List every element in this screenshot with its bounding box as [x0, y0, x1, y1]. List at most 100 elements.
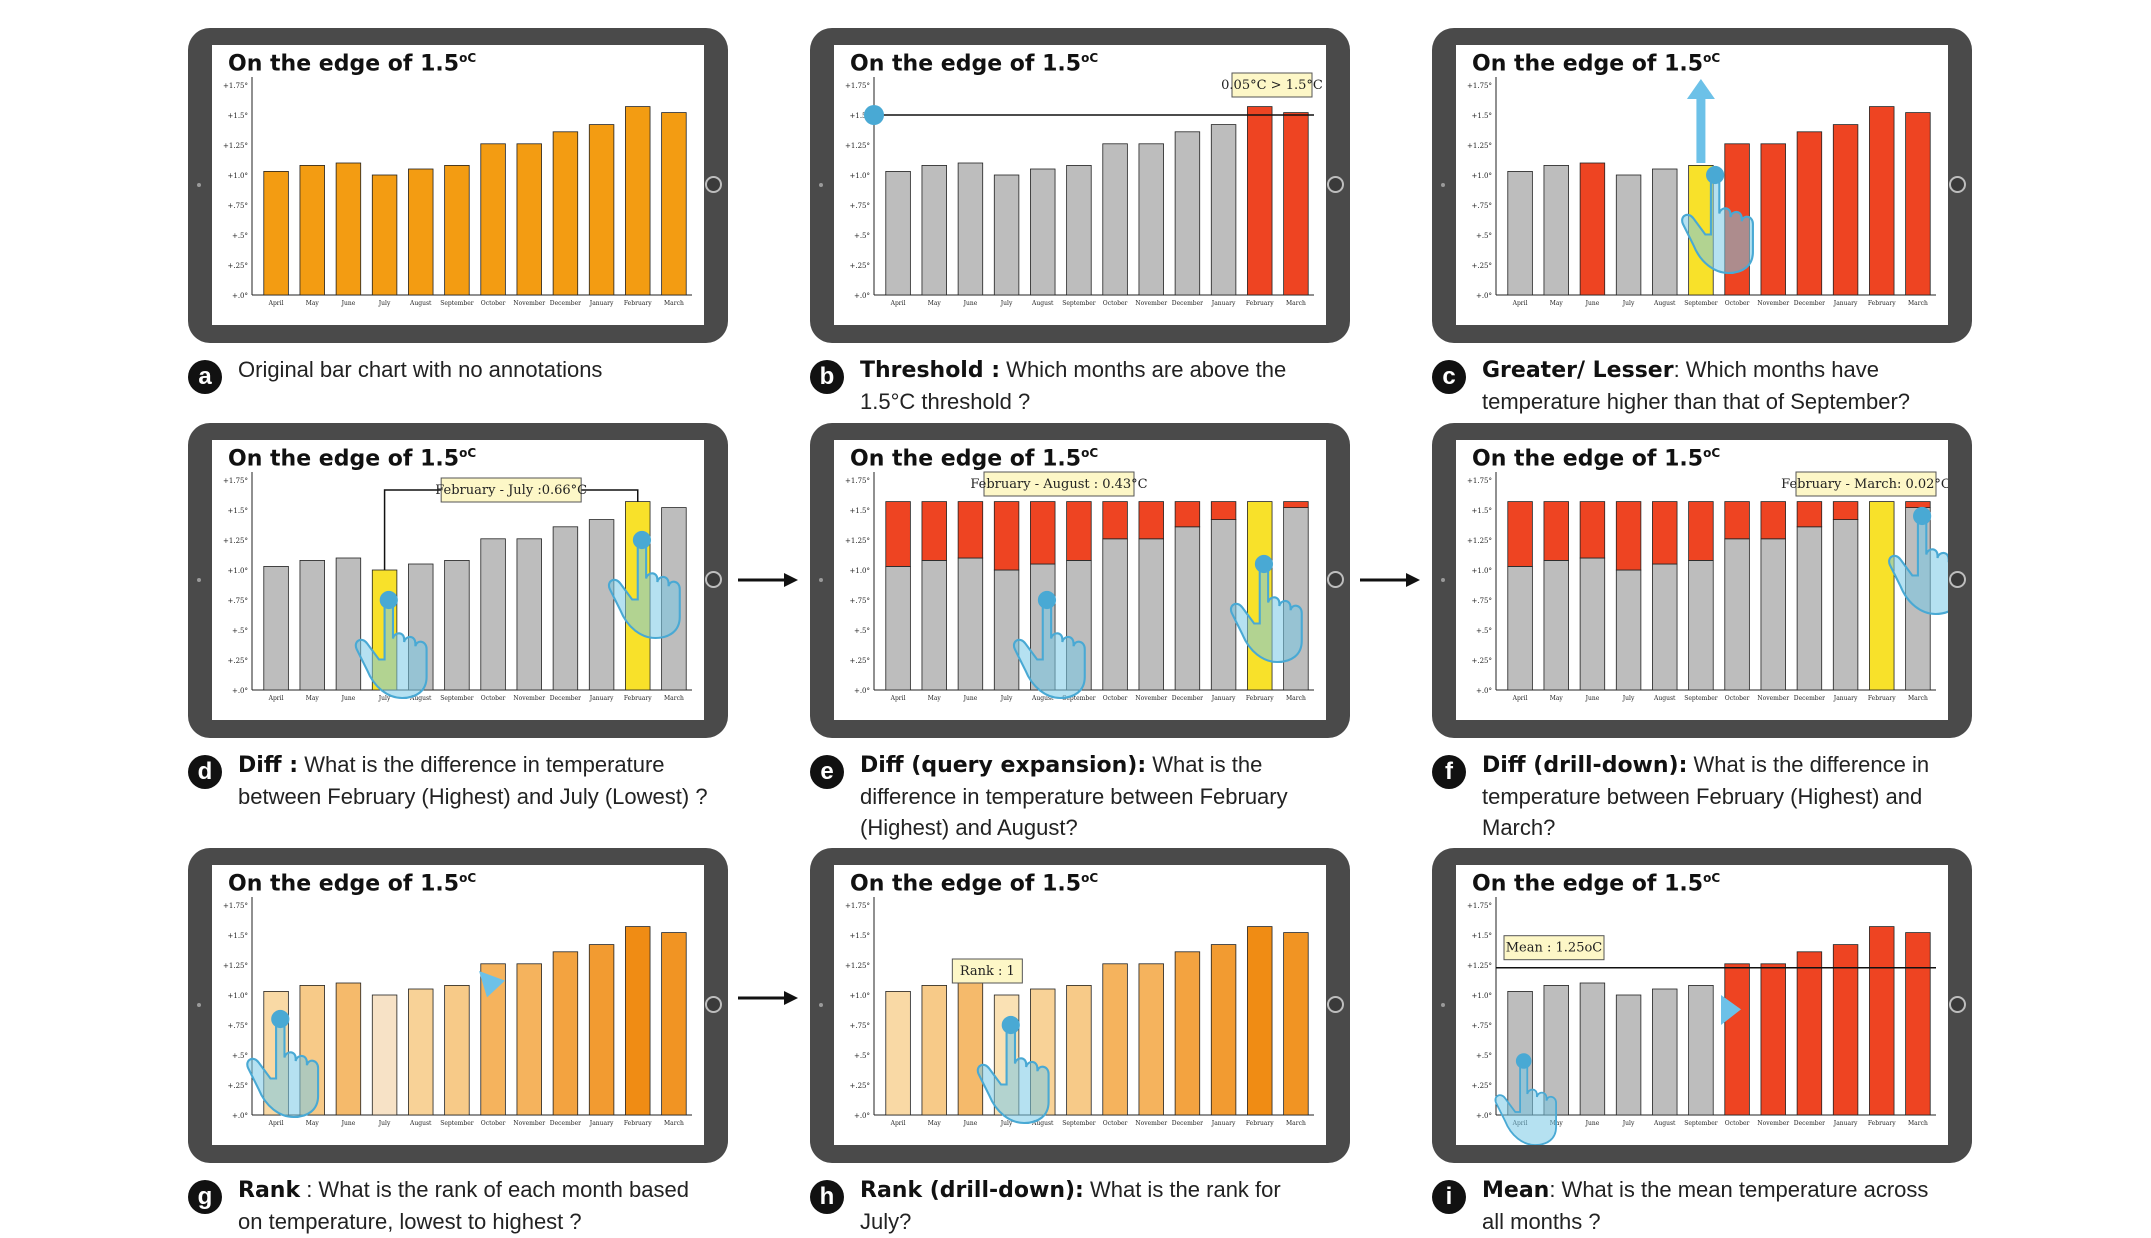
bar[interactable] — [661, 932, 687, 1116]
bar[interactable] — [588, 124, 615, 296]
bar[interactable] — [335, 982, 362, 1116]
bar[interactable] — [480, 143, 506, 296]
bar[interactable] — [371, 994, 398, 1116]
bar[interactable] — [993, 174, 1020, 296]
bar[interactable] — [371, 174, 398, 296]
bar[interactable] — [1832, 944, 1859, 1116]
bar[interactable] — [1760, 538, 1786, 691]
bar[interactable] — [1507, 566, 1533, 691]
bar[interactable] — [1066, 165, 1092, 296]
bar[interactable] — [1066, 985, 1092, 1116]
bar[interactable] — [1905, 932, 1931, 1116]
bar[interactable] — [1652, 988, 1678, 1116]
bar[interactable] — [263, 566, 289, 691]
home-button[interactable] — [1327, 996, 1344, 1013]
bar[interactable] — [921, 165, 947, 296]
bar[interactable] — [1832, 519, 1859, 691]
bar[interactable] — [1652, 563, 1678, 691]
bar[interactable] — [625, 926, 651, 1116]
bar[interactable] — [588, 944, 615, 1116]
bar[interactable] — [1174, 951, 1201, 1116]
bar[interactable] — [552, 131, 579, 296]
bar[interactable] — [1579, 982, 1606, 1116]
bar[interactable] — [1796, 951, 1823, 1116]
bar[interactable] — [408, 988, 434, 1116]
bar[interactable] — [1579, 162, 1606, 296]
bar[interactable] — [1138, 538, 1164, 691]
bar[interactable] — [1796, 131, 1823, 296]
home-button[interactable] — [1949, 176, 1966, 193]
home-button[interactable] — [1949, 571, 1966, 588]
bar[interactable] — [552, 951, 579, 1116]
bar[interactable] — [1796, 526, 1823, 691]
bar[interactable] — [661, 112, 687, 296]
bar[interactable] — [299, 560, 325, 691]
bar[interactable] — [625, 106, 651, 296]
bar[interactable] — [1283, 932, 1309, 1116]
bar[interactable] — [1102, 538, 1128, 691]
bar[interactable] — [516, 143, 542, 296]
bar[interactable] — [516, 538, 542, 691]
bar[interactable] — [335, 162, 362, 296]
bar[interactable] — [1652, 168, 1678, 296]
bar[interactable] — [444, 985, 470, 1116]
bar[interactable] — [1102, 963, 1128, 1116]
bar[interactable] — [516, 963, 542, 1116]
bar[interactable] — [1615, 174, 1642, 296]
bar[interactable] — [552, 526, 579, 691]
bar[interactable] — [1905, 112, 1931, 296]
home-button[interactable] — [1327, 571, 1344, 588]
bar[interactable] — [1615, 994, 1642, 1116]
bar[interactable] — [263, 171, 289, 296]
bar[interactable] — [1760, 963, 1786, 1116]
bar[interactable] — [1869, 501, 1895, 691]
home-button[interactable] — [1327, 176, 1344, 193]
bar[interactable] — [1832, 124, 1859, 296]
bar[interactable] — [1247, 106, 1273, 296]
bar[interactable] — [1724, 538, 1750, 691]
bar[interactable] — [1688, 560, 1714, 691]
home-button[interactable] — [1949, 996, 1966, 1013]
bar[interactable] — [1174, 131, 1201, 296]
bar[interactable] — [1138, 143, 1164, 296]
bar[interactable] — [408, 168, 434, 296]
home-button[interactable] — [705, 176, 722, 193]
bar[interactable] — [921, 560, 947, 691]
bar[interactable] — [993, 569, 1020, 691]
bar[interactable] — [1543, 560, 1569, 691]
bar[interactable] — [1869, 106, 1895, 296]
bar[interactable] — [588, 519, 615, 691]
bar[interactable] — [1869, 926, 1895, 1116]
bar[interactable] — [1688, 985, 1714, 1116]
bar[interactable] — [885, 171, 911, 296]
bar[interactable] — [1102, 143, 1128, 296]
bar[interactable] — [957, 162, 984, 296]
bar[interactable] — [1615, 569, 1642, 691]
bar[interactable] — [1174, 526, 1201, 691]
bar[interactable] — [1210, 124, 1237, 296]
bar[interactable] — [1760, 143, 1786, 296]
bar[interactable] — [1507, 171, 1533, 296]
bar[interactable] — [444, 165, 470, 296]
bar[interactable] — [885, 991, 911, 1116]
bar[interactable] — [1579, 557, 1606, 691]
bar[interactable] — [299, 165, 325, 296]
bar[interactable] — [480, 538, 506, 691]
bar[interactable] — [1543, 165, 1569, 296]
bar[interactable] — [1543, 985, 1569, 1116]
bar[interactable] — [885, 566, 911, 691]
bar[interactable] — [1247, 926, 1273, 1116]
bar[interactable] — [1724, 963, 1750, 1116]
home-button[interactable] — [705, 571, 722, 588]
bar[interactable] — [1210, 944, 1237, 1116]
bar[interactable] — [1138, 963, 1164, 1116]
bar[interactable] — [1283, 507, 1309, 691]
bar[interactable] — [957, 982, 984, 1116]
bar[interactable] — [921, 985, 947, 1116]
bar[interactable] — [1030, 168, 1056, 296]
bar[interactable] — [1283, 112, 1309, 296]
home-button[interactable] — [705, 996, 722, 1013]
bar[interactable] — [957, 557, 984, 691]
bar[interactable] — [444, 560, 470, 691]
bar[interactable] — [335, 557, 362, 691]
